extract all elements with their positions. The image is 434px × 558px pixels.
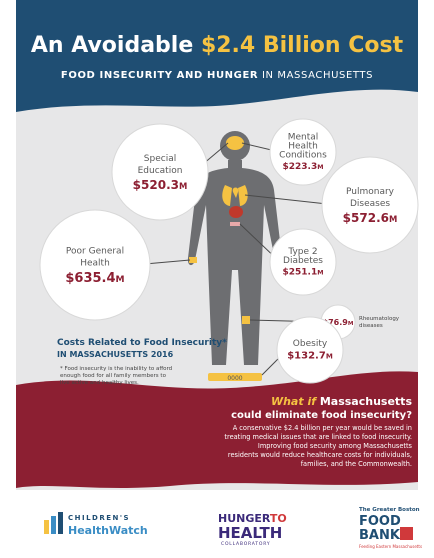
note-line: live active and healthy lives. bbox=[60, 380, 139, 386]
logo-mark bbox=[44, 520, 49, 534]
amount-value: $520.3 bbox=[133, 178, 179, 192]
body-line: A conservative $2.4 billion per year wou… bbox=[233, 424, 412, 432]
subtitle: FOOD INSECURITY AND HUNGER IN MASSACHUSE… bbox=[61, 70, 373, 81]
bubble-label: Health bbox=[80, 259, 110, 269]
body-line: families, and the Commonwealth. bbox=[301, 460, 412, 468]
logo-text: HEALTH bbox=[218, 524, 282, 542]
body-line: Improving food security among Massachuse… bbox=[258, 442, 413, 450]
brain bbox=[226, 136, 244, 150]
scale-display: 0000 bbox=[227, 375, 242, 382]
what-if-heading-text: Massachusetts bbox=[320, 395, 413, 408]
logo-text: CHILDREN'S bbox=[68, 514, 130, 522]
logo-text: FOOD bbox=[359, 514, 401, 529]
what-if-em: What if bbox=[271, 395, 317, 408]
bubble-label: Special bbox=[144, 154, 176, 164]
note-line: enough food for all family members to bbox=[60, 373, 167, 379]
bubble-label: Education bbox=[138, 166, 183, 176]
title-text: An Avoidable bbox=[31, 33, 193, 58]
logo-mark bbox=[58, 512, 63, 534]
bubble-label: Rheumatology bbox=[359, 316, 400, 322]
logo-text: COLLABORATORY bbox=[221, 541, 270, 547]
amount-unit: M bbox=[317, 164, 323, 171]
bubble-amount: $223.3M bbox=[282, 162, 323, 172]
body-line: residents would reduce healthcare costs … bbox=[228, 451, 412, 459]
bubble-amount: $132.7M bbox=[287, 351, 333, 362]
knee bbox=[242, 316, 250, 324]
amount-unit: M bbox=[389, 214, 397, 224]
subtitle-text: IN MASSACHUSETTS bbox=[262, 70, 373, 81]
legend-subtitle: IN MASSACHUSETTS 2016 bbox=[57, 350, 174, 359]
stomach bbox=[229, 206, 243, 218]
body-line: treating medical issues that are linked … bbox=[224, 433, 412, 441]
bubble-label: Diseases bbox=[350, 199, 390, 209]
amount-unit: M bbox=[317, 270, 323, 277]
title: An Avoidable $2.4 Billion Cost bbox=[31, 33, 404, 58]
bubble-label: Poor General bbox=[66, 247, 124, 257]
bubble-label: diseases bbox=[359, 323, 383, 329]
legend-title: Costs Related to Food Insecurity* bbox=[57, 338, 227, 348]
amount-unit: M bbox=[179, 181, 187, 191]
amount-value: $572.6 bbox=[343, 211, 389, 225]
amount-value: $635.4 bbox=[65, 271, 115, 286]
logo-childrens: CHILDREN'S HealthWatch bbox=[44, 512, 148, 537]
amount-unit: M bbox=[116, 275, 125, 285]
logo-mark bbox=[400, 527, 413, 540]
subtitle-bold: FOOD INSECURITY AND HUNGER bbox=[61, 70, 258, 81]
bubble-label: Diabetes bbox=[283, 256, 323, 266]
amount-value: $132.7 bbox=[287, 351, 326, 362]
amount-value: $223.3 bbox=[282, 162, 317, 172]
bubble-amount: $572.6M bbox=[343, 211, 398, 225]
title-highlight: $2.4 Billion Cost bbox=[201, 33, 404, 58]
hand bbox=[189, 257, 197, 263]
amount-unit: M bbox=[348, 321, 354, 327]
bubble-label: Pulmonary bbox=[346, 187, 395, 197]
bubble-label: Conditions bbox=[279, 150, 327, 160]
infographic: An Avoidable $2.4 Billion Cost FOOD INSE… bbox=[0, 0, 434, 558]
what-if-heading-line2: could eliminate food insecurity? bbox=[231, 410, 412, 421]
bubble-amount: $520.3M bbox=[133, 178, 188, 192]
logo-mark bbox=[51, 516, 56, 534]
pancreas bbox=[230, 222, 240, 226]
logo-hunger: HUNGERTO HEALTH COLLABORATORY bbox=[218, 512, 287, 547]
what-if-heading: What if Massachusetts bbox=[271, 395, 412, 408]
bubble-amount: $251.1M bbox=[282, 268, 323, 278]
note-line: * Food insecurity is the inability to af… bbox=[60, 366, 172, 372]
logo-text: The Greater Boston bbox=[359, 507, 420, 513]
amount-unit: M bbox=[326, 353, 333, 361]
logo-text: Feeding Eastern Massachusetts bbox=[359, 544, 422, 549]
logo-foodbank: The Greater Boston FOOD BANK Feeding Eas… bbox=[359, 507, 422, 549]
page: {"header": {"title": "An Avoidable", "ti… bbox=[0, 0, 434, 558]
logo-text: BANK bbox=[359, 528, 401, 543]
amount-value: $251.1 bbox=[282, 268, 317, 278]
bubble-label: Obesity bbox=[293, 339, 328, 349]
logo-text: HealthWatch bbox=[68, 524, 148, 537]
